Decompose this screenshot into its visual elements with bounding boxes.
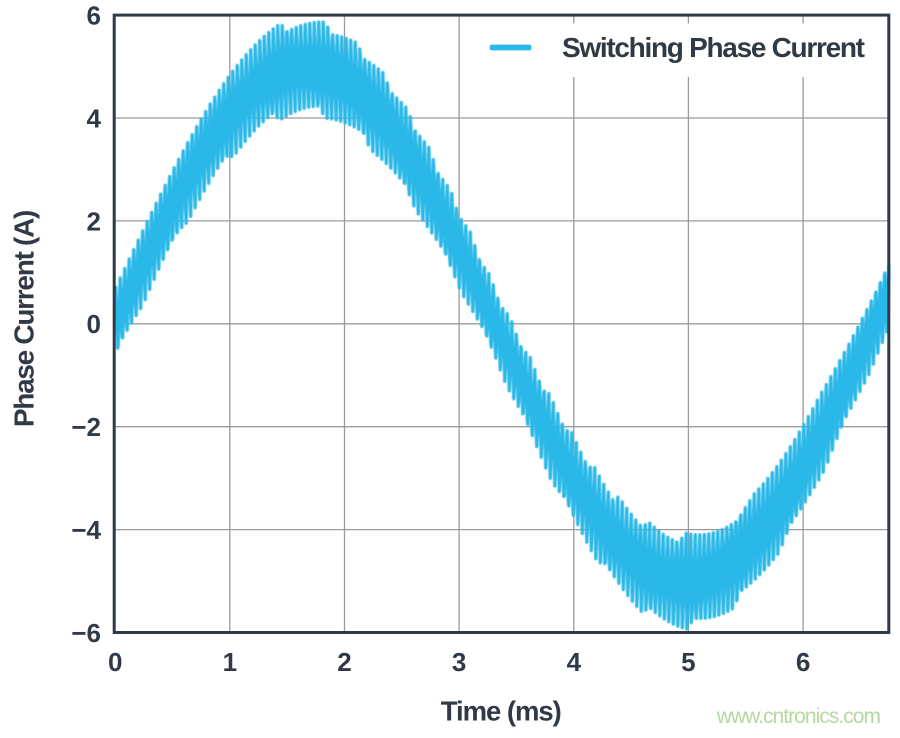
svg-text:−2: −2 <box>71 412 101 442</box>
svg-text:4: 4 <box>87 103 102 133</box>
svg-text:Time (ms): Time (ms) <box>441 695 562 726</box>
svg-text:3: 3 <box>452 647 466 677</box>
svg-text:2: 2 <box>87 206 101 236</box>
svg-text:Phase Current (A): Phase Current (A) <box>9 210 40 428</box>
svg-text:0: 0 <box>87 309 101 339</box>
svg-text:Switching Phase Current: Switching Phase Current <box>562 32 865 63</box>
svg-text:−4: −4 <box>71 515 101 545</box>
svg-text:6: 6 <box>87 1 101 31</box>
svg-text:1: 1 <box>223 647 237 677</box>
svg-text:2: 2 <box>337 647 351 677</box>
svg-text:6: 6 <box>796 647 810 677</box>
svg-text:4: 4 <box>567 647 582 677</box>
svg-text:−6: −6 <box>71 618 101 648</box>
svg-text:www.cntronics.com: www.cntronics.com <box>716 705 881 728</box>
svg-text:0: 0 <box>108 647 122 677</box>
svg-text:5: 5 <box>681 647 695 677</box>
